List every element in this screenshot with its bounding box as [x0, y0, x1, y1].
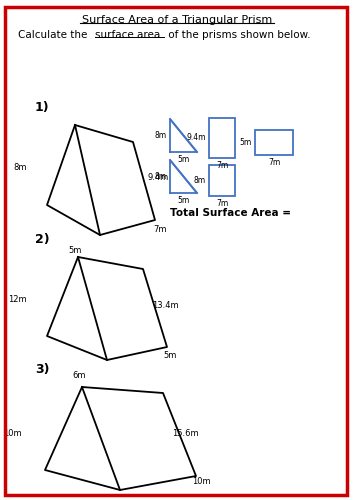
Text: 8m: 8m	[194, 176, 206, 185]
Text: Total Surface Area =: Total Surface Area =	[170, 208, 291, 218]
Text: 13.4m: 13.4m	[152, 302, 179, 310]
Bar	[209, 165, 235, 196]
Text: 10m: 10m	[4, 428, 22, 438]
Text: 7m: 7m	[216, 161, 228, 170]
Text: 5m: 5m	[163, 350, 176, 360]
Text: 5m: 5m	[177, 196, 190, 205]
Text: 15.6m: 15.6m	[172, 428, 199, 438]
Text: 9.4m: 9.4m	[187, 134, 206, 142]
Text: 7m: 7m	[268, 158, 280, 167]
Text: 3): 3)	[35, 364, 50, 376]
Text: 1): 1)	[35, 102, 50, 114]
Text: Calculate the: Calculate the	[18, 30, 91, 40]
Text: of the prisms shown below.: of the prisms shown below.	[165, 30, 310, 40]
Text: 5m: 5m	[240, 138, 252, 147]
Text: 2): 2)	[35, 234, 50, 246]
Text: 5m: 5m	[68, 246, 82, 255]
Text: 6m: 6m	[72, 371, 86, 380]
Text: surface area: surface area	[95, 30, 160, 40]
Text: 10m: 10m	[192, 478, 211, 486]
Bar	[209, 118, 235, 158]
Text: 12m: 12m	[8, 296, 27, 304]
Text: 5m: 5m	[177, 155, 190, 164]
Text: 8m: 8m	[155, 131, 167, 140]
Text: 7m: 7m	[216, 199, 228, 208]
Text: 8m: 8m	[13, 162, 27, 172]
Text: 7m: 7m	[153, 224, 166, 234]
Text: 9.4m: 9.4m	[148, 174, 169, 182]
Text: Surface Area of a Triangular Prism: Surface Area of a Triangular Prism	[82, 15, 272, 25]
Text: 8m: 8m	[155, 172, 167, 181]
Bar	[255, 130, 293, 155]
